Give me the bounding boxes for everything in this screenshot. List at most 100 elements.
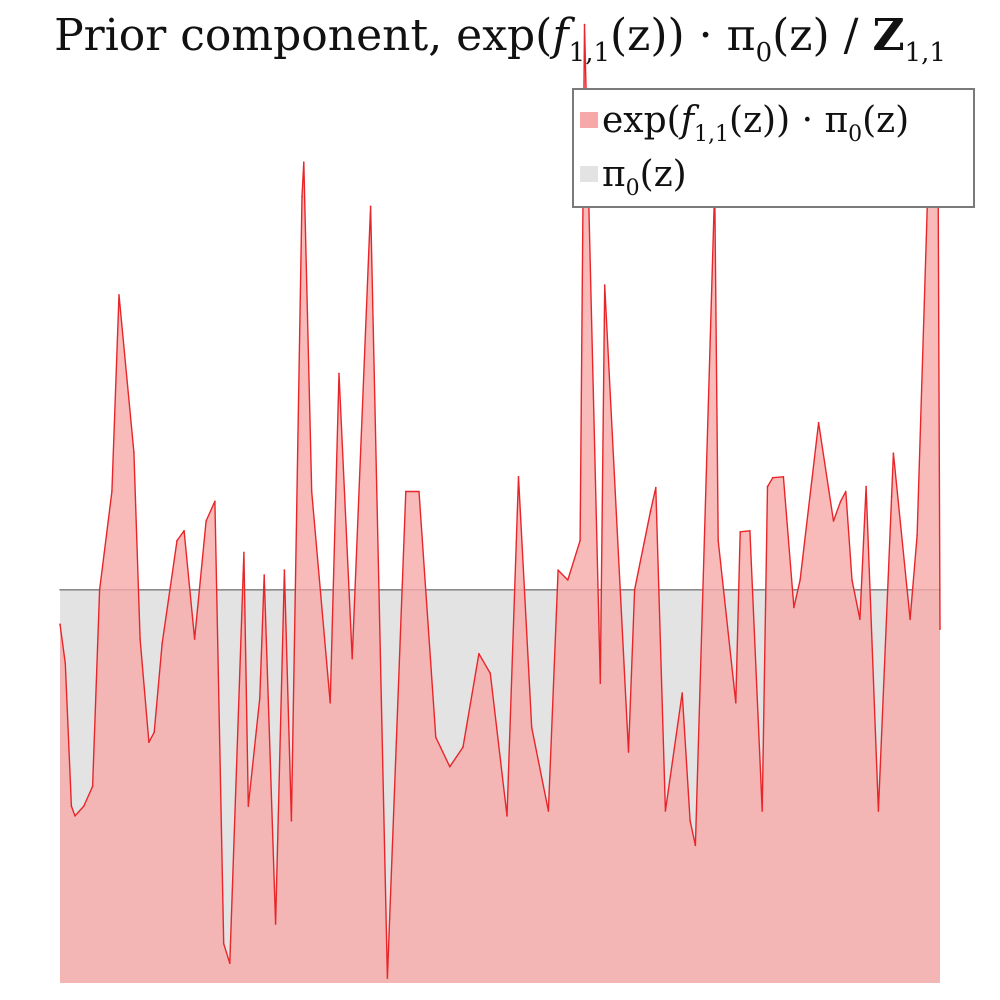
data-point-exp-f bbox=[517, 476, 520, 478]
legend-entry-pi: π0(z) bbox=[580, 148, 687, 201]
data-point-exp-f bbox=[599, 682, 602, 684]
data-point-exp-f bbox=[338, 372, 340, 375]
title-mid: (z)) · π bbox=[610, 10, 756, 61]
legend-entry-exp-f: exp(f1,1(z)) · π0(z) bbox=[580, 94, 910, 147]
data-point-exp-f bbox=[567, 579, 569, 581]
legend-label-exp-f-part: f bbox=[680, 99, 695, 141]
data-point-exp-f bbox=[865, 485, 867, 488]
legend-label-exp-f-part: (z)) · π bbox=[729, 99, 849, 141]
data-point-exp-f bbox=[694, 844, 697, 847]
data-point-exp-f bbox=[118, 294, 120, 296]
legend-swatch-pi bbox=[580, 166, 598, 182]
data-point-exp-f bbox=[793, 606, 795, 609]
data-point-exp-f bbox=[274, 923, 277, 925]
title-f-subscript: 1,1 bbox=[568, 38, 611, 68]
data-point-exp-f bbox=[717, 539, 719, 542]
data-point-exp-f bbox=[627, 751, 630, 753]
data-point-exp-f bbox=[259, 697, 261, 699]
data-point-exp-f bbox=[877, 810, 880, 812]
data-point-exp-f bbox=[603, 284, 606, 286]
data-point-exp-f bbox=[74, 815, 76, 817]
data-point-exp-f bbox=[799, 579, 801, 581]
data-point-exp-f bbox=[369, 205, 372, 208]
legend-label-pi-part: π bbox=[602, 153, 626, 195]
data-point-exp-f bbox=[845, 490, 847, 493]
data-point-exp-f bbox=[91, 785, 94, 788]
data-point-exp-f bbox=[832, 520, 835, 522]
data-point-exp-f bbox=[664, 810, 667, 812]
data-point-exp-f bbox=[761, 810, 763, 812]
data-point-exp-f bbox=[689, 820, 691, 822]
data-point-exp-f bbox=[83, 805, 85, 807]
data-point-exp-f bbox=[310, 490, 313, 493]
data-point-exp-f bbox=[243, 551, 245, 554]
data-point-exp-f bbox=[283, 569, 286, 571]
title-suffix: (z) / bbox=[772, 10, 873, 61]
data-point-exp-f bbox=[303, 161, 305, 163]
data-point-exp-f bbox=[70, 805, 73, 807]
data-point-exp-f bbox=[59, 623, 61, 625]
data-point-exp-f bbox=[405, 490, 407, 493]
data-point-exp-f bbox=[890, 495, 893, 498]
data-point-exp-f bbox=[153, 731, 155, 734]
legend-label-exp-f: exp(f1,1(z)) · π0(z) bbox=[602, 99, 910, 147]
data-point-exp-f bbox=[909, 618, 911, 621]
title-Z-subscript: 1,1 bbox=[904, 38, 946, 68]
data-point-exp-f bbox=[214, 500, 216, 503]
legend-label-exp-f-part: exp( bbox=[602, 99, 681, 141]
data-point-exp-f bbox=[329, 702, 332, 704]
data-point-exp-f bbox=[557, 569, 559, 571]
data-point-exp-f bbox=[435, 736, 437, 739]
data-point-exp-f bbox=[229, 962, 231, 965]
legend-swatch-exp-f bbox=[580, 112, 598, 128]
data-point-exp-f bbox=[183, 530, 185, 532]
data-point-exp-f bbox=[583, 23, 586, 26]
data-point-exp-f bbox=[859, 618, 861, 621]
data-point-exp-f bbox=[681, 692, 683, 694]
data-point-exp-f bbox=[290, 820, 293, 822]
data-point-exp-f bbox=[655, 486, 657, 489]
data-point-exp-f bbox=[193, 638, 196, 640]
data-point-exp-f bbox=[205, 520, 207, 522]
data-point-exp-f bbox=[839, 500, 842, 503]
data-point-exp-f bbox=[547, 810, 550, 812]
data-point-exp-f bbox=[749, 530, 751, 532]
data-point-exp-f bbox=[351, 657, 354, 660]
data-point-exp-f bbox=[462, 746, 464, 748]
data-point-exp-f bbox=[739, 531, 741, 533]
data-point-exp-f bbox=[489, 672, 492, 675]
data-point-exp-f bbox=[301, 195, 303, 198]
data-point-exp-f bbox=[939, 628, 941, 630]
legend-label-pi: π0(z) bbox=[602, 153, 687, 201]
legend-label-exp-f-part: (z) bbox=[862, 99, 910, 141]
data-point-exp-f bbox=[263, 574, 266, 576]
data-point-exp-f bbox=[851, 579, 853, 581]
data-point-exp-f bbox=[98, 589, 101, 591]
data-point-exp-f bbox=[176, 539, 178, 542]
chart-title: Prior component, exp(f1,1(z)) · π0(z) / … bbox=[0, 10, 1000, 68]
series-layer bbox=[59, 23, 941, 984]
legend: exp(f1,1(z)) · π0(z) π0(z) bbox=[572, 88, 975, 208]
data-point-exp-f bbox=[247, 805, 250, 807]
title-pi-subscript: 0 bbox=[755, 38, 773, 68]
data-point-exp-f bbox=[449, 765, 451, 768]
title-prefix: Prior component, exp( bbox=[54, 10, 553, 61]
data-point-exp-f bbox=[418, 490, 420, 493]
data-point-exp-f bbox=[649, 510, 652, 512]
data-point-exp-f bbox=[530, 726, 533, 729]
legend-label-exp-f-subscript: 0 bbox=[848, 121, 863, 147]
data-point-exp-f bbox=[222, 942, 225, 945]
area-fill-exp-f bbox=[60, 24, 940, 984]
data-point-exp-f bbox=[148, 741, 150, 743]
data-point-exp-f bbox=[111, 490, 113, 493]
data-point-exp-f bbox=[892, 452, 895, 455]
data-point-exp-f bbox=[64, 662, 67, 665]
data-point-exp-f bbox=[782, 476, 785, 478]
data-point-exp-f bbox=[386, 977, 389, 979]
data-point-exp-f bbox=[161, 643, 163, 645]
legend-label-pi-subscript: 0 bbox=[625, 175, 640, 201]
data-point-exp-f bbox=[766, 485, 769, 488]
title-f: f bbox=[552, 10, 569, 61]
data-point-exp-f bbox=[478, 652, 480, 655]
